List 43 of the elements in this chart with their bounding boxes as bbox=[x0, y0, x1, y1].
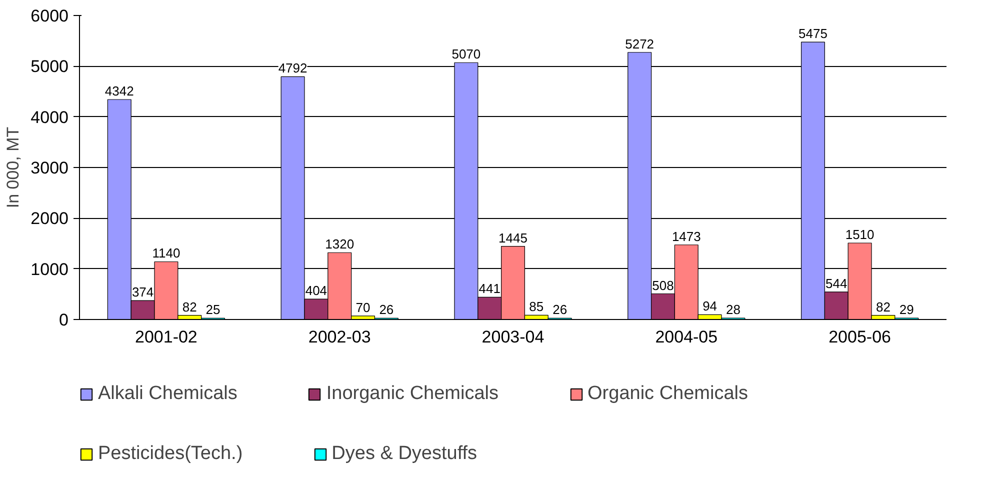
x-tick-label: 2003-04 bbox=[482, 328, 544, 346]
data-label: 82 bbox=[182, 299, 197, 314]
y-tick-label: 3000 bbox=[30, 158, 69, 178]
x-tick-label: 2002-03 bbox=[308, 328, 371, 346]
y-tick-label: 4000 bbox=[30, 108, 69, 127]
x-tick-label: 2004-05 bbox=[655, 328, 718, 346]
data-label: 26 bbox=[379, 302, 394, 318]
data-label: 1140 bbox=[152, 246, 180, 261]
legend-label: Inorganic Chemicals bbox=[326, 383, 499, 405]
data-label: 404 bbox=[305, 283, 328, 298]
data-label: 508 bbox=[652, 278, 674, 293]
data-label: 1320 bbox=[325, 236, 354, 252]
y-tick-label: 1000 bbox=[30, 260, 69, 279]
y-axis-title: In 000, MT bbox=[4, 126, 23, 208]
data-label: 28 bbox=[726, 302, 740, 318]
y-tick-label: 0 bbox=[59, 310, 69, 330]
data-label: 82 bbox=[876, 299, 890, 314]
data-label: 374 bbox=[132, 284, 154, 300]
data-label: 544 bbox=[826, 276, 848, 291]
data-label: 29 bbox=[899, 302, 914, 318]
legend-label: Organic Chemicals bbox=[588, 383, 748, 405]
data-label: 1445 bbox=[498, 230, 528, 246]
x-tick-label: 2001-02 bbox=[135, 328, 198, 346]
data-label: 85 bbox=[529, 299, 544, 314]
data-label: 5272 bbox=[625, 36, 654, 52]
data-label: 4342 bbox=[104, 84, 134, 99]
data-label: 5475 bbox=[798, 26, 828, 42]
legend-label: Alkali Chemicals bbox=[98, 383, 238, 405]
legend-label: Dyes & Dyestuffs bbox=[332, 443, 478, 465]
data-label: 70 bbox=[356, 300, 370, 315]
data-label: 5070 bbox=[452, 46, 481, 62]
x-tick-label: 2005-06 bbox=[828, 328, 891, 346]
data-label: 1510 bbox=[845, 226, 874, 242]
data-label: 4792 bbox=[278, 60, 308, 76]
y-tick-label: 6000 bbox=[30, 6, 69, 26]
data-label: 1473 bbox=[672, 228, 701, 244]
legend-label: Pesticides(Tech.) bbox=[98, 443, 243, 465]
data-label: 25 bbox=[206, 302, 220, 318]
y-tick-label: 5000 bbox=[30, 57, 69, 76]
y-tick-label: 2000 bbox=[30, 209, 69, 228]
data-label: 26 bbox=[552, 302, 568, 318]
data-label: 94 bbox=[702, 298, 718, 314]
data-label: 441 bbox=[478, 281, 500, 296]
